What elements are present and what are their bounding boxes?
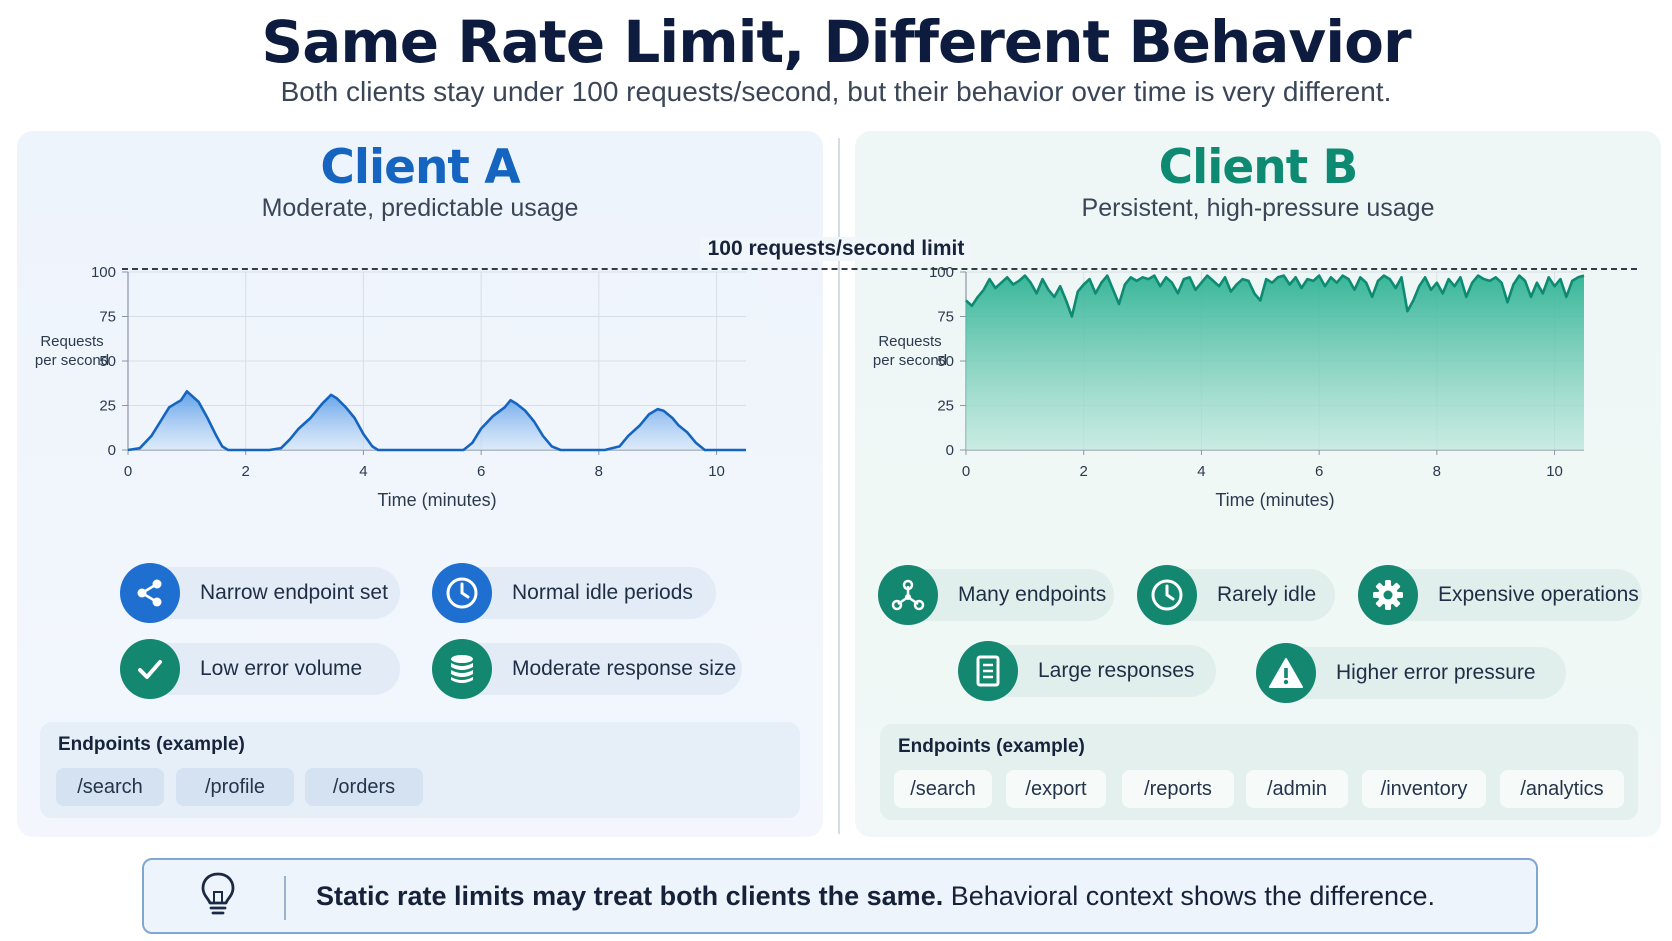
trait-normal-idle-periods: Normal idle periods — [432, 563, 716, 623]
client-a-chart-x-axis-label: Time (minutes) — [377, 490, 496, 510]
client-b-chart-x-tick-label: 4 — [1197, 463, 1205, 480]
client-b-chart-series-area — [966, 275, 1584, 450]
client-a-chart-series-area — [128, 391, 746, 450]
panel-divider — [838, 138, 840, 834]
trait-label: Higher error pressure — [1336, 661, 1536, 684]
banner-text: Static rate limits may treat both client… — [316, 881, 1435, 912]
clock-icon — [432, 563, 492, 623]
trait-label: Normal idle periods — [512, 581, 693, 604]
client-b-title: Client B — [1158, 140, 1359, 195]
trait-low-error-volume: Low error volume — [120, 639, 400, 699]
client-a-chart-x-tick-label: 4 — [359, 463, 367, 480]
trait-narrow-endpoint-set: Narrow endpoint set — [120, 563, 400, 623]
endpoint-tag: /search — [894, 770, 992, 808]
page-title: Same Rate Limit, Different Behavior — [261, 8, 1411, 76]
client-b-subtitle: Persistent, high-pressure usage — [1081, 194, 1435, 222]
client-a-endpoints-box: Endpoints (example) /search /profile /or… — [40, 722, 800, 818]
client-a-title: Client A — [320, 140, 520, 195]
trait-label: Moderate response size — [512, 657, 737, 680]
trait-label: Large responses — [1038, 659, 1195, 682]
client-a-chart-y-tick-label: 50 — [99, 353, 116, 370]
trait-moderate-response-size: Moderate response size — [432, 639, 742, 699]
endpoints-title: Endpoints (example) — [58, 734, 245, 755]
network-icon — [878, 565, 938, 625]
banner-divider — [284, 876, 286, 920]
endpoint-tag: /analytics — [1500, 770, 1624, 808]
endpoint-tag: /admin — [1246, 770, 1348, 808]
client-b-chart-x-tick-label: 2 — [1080, 463, 1088, 480]
trait-expensive-operations: Expensive operations — [1358, 565, 1642, 625]
client-a-chart-x-tick-label: 8 — [595, 463, 603, 480]
trait-label: Rarely idle — [1217, 583, 1317, 606]
client-a-panel — [17, 131, 823, 837]
client-a-chart-y-axis-label: Requests per second — [35, 333, 109, 369]
endpoint-tag: /inventory — [1362, 770, 1486, 808]
client-b-chart-series-line — [965, 274, 1585, 318]
document-icon — [958, 641, 1018, 701]
trait-many-endpoints: Many endpoints — [878, 565, 1114, 625]
endpoint-tag: /search — [56, 768, 164, 806]
lightbulb-icon — [198, 870, 238, 927]
client-b-chart-x-axis-label: Time (minutes) — [1215, 490, 1334, 510]
database-icon — [432, 639, 492, 699]
trait-rarely-idle: Rarely idle — [1137, 565, 1335, 625]
client-a-chart-x-tick-label: 6 — [477, 463, 485, 480]
rate-limit-label: 100 requests/second limit — [700, 237, 972, 261]
client-a-subtitle: Moderate, predictable usage — [261, 194, 579, 222]
trait-large-responses: Large responses — [958, 641, 1216, 701]
gear-icon — [1358, 565, 1418, 625]
client-a-chart-x-tick-label: 10 — [708, 463, 725, 480]
client-b-endpoints-box: Endpoints (example) /search /export /rep… — [880, 724, 1638, 820]
client-b-chart: 0 25 50 75 100 0 2 4 6 8 10 Time (minutes) Requests p… — [873, 264, 1585, 510]
client-a-chart-y-tick-label: 75 — [99, 309, 116, 326]
rate-limit-line — [122, 268, 1637, 270]
banner-bold-text: Static rate limits may treat both client… — [316, 881, 944, 911]
checkmark-icon — [120, 639, 180, 699]
endpoint-tag: /profile — [176, 768, 294, 806]
clock-icon — [1137, 565, 1197, 625]
client-a-chart-x-tick-label: 0 — [124, 463, 132, 480]
page-subtitle: Both clients stay under 100 requests/sec… — [280, 76, 1392, 107]
client-b-chart-y-tick-label: 75 — [937, 309, 954, 326]
client-a-chart-y-tick-label: 25 — [99, 398, 116, 415]
endpoints-title: Endpoints (example) — [898, 736, 1085, 757]
client-b-chart-x-tick-label: 6 — [1315, 463, 1323, 480]
warning-icon — [1256, 643, 1316, 703]
banner-rest-text: Behavioral context shows the difference. — [943, 881, 1436, 911]
client-a-chart-series-line — [127, 390, 746, 452]
trait-label: Expensive operations — [1438, 583, 1639, 606]
client-a-chart-y-tick-label: 0 — [108, 442, 116, 459]
client-b-chart-y-tick-label: 25 — [937, 398, 954, 415]
trait-label: Low error volume — [200, 657, 363, 680]
client-b-chart-x-tick-label: 8 — [1433, 463, 1441, 480]
client-b-chart-y-tick-label: 50 — [937, 353, 954, 370]
client-b-panel — [855, 131, 1661, 837]
client-b-chart-y-tick-label: 100 — [929, 264, 954, 281]
takeaway-banner: Static rate limits may treat both client… — [142, 858, 1538, 934]
endpoint-tag: /orders — [305, 768, 423, 806]
client-b-chart-x-tick-label: 10 — [1546, 463, 1563, 480]
trait-label: Many endpoints — [958, 583, 1107, 606]
endpoint-tag: /export — [1006, 770, 1106, 808]
share-nodes-icon — [120, 563, 180, 623]
client-a-chart-y-tick-label: 100 — [91, 264, 116, 281]
endpoint-tag: /reports — [1122, 770, 1234, 808]
trait-higher-error-pressure: Higher error pressure — [1256, 643, 1566, 703]
client-b-chart-x-tick-label: 0 — [962, 463, 970, 480]
client-b-chart-y-tick-label: 0 — [946, 442, 954, 459]
client-a-chart: 0 25 50 75 100 0 2 4 6 8 10 Time (minutes) Requests p… — [35, 264, 746, 510]
client-a-chart-x-tick-label: 2 — [242, 463, 250, 480]
client-b-chart-y-axis-label: Requests per second — [873, 333, 947, 369]
trait-label: Narrow endpoint set — [200, 581, 388, 604]
